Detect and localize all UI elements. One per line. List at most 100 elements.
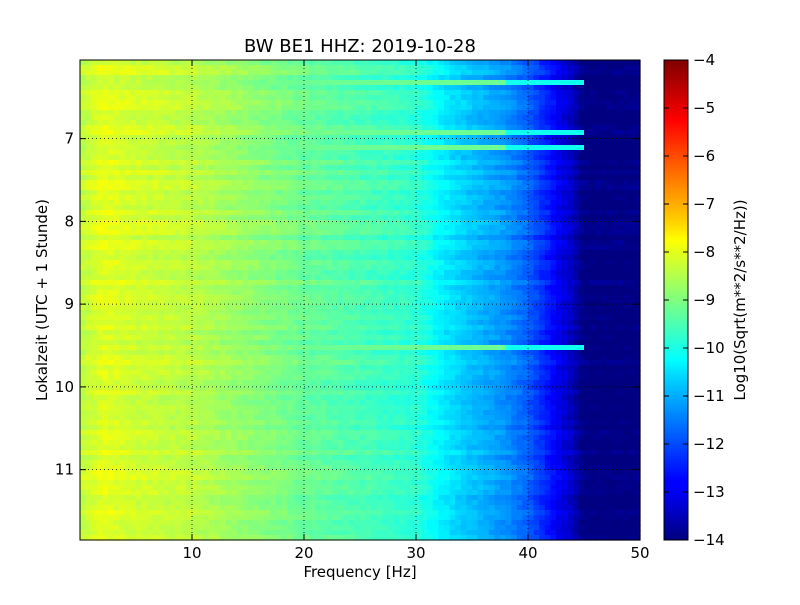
heatmap-cell [516,70,523,76]
heatmap-cell [113,60,120,66]
heatmap-cell [337,195,344,201]
heatmap-cell [343,125,350,131]
heatmap-cell [203,295,210,301]
heatmap-cell [292,70,299,76]
heatmap-cell [102,210,109,216]
heatmap-cell [365,295,372,301]
heatmap-cell [572,255,579,261]
heatmap-cell [91,65,98,71]
heatmap-cell [483,295,490,301]
heatmap-cell [186,300,193,306]
heatmap-cell [85,80,92,86]
heatmap-cell [270,125,277,131]
heatmap-cell [270,170,277,176]
heatmap-cell [152,235,159,241]
heatmap-cell [253,305,260,311]
heatmap-cell [404,90,411,96]
heatmap-cell [231,165,238,171]
heatmap-cell [270,160,277,166]
heatmap-cell [248,280,255,286]
heatmap-cell [91,70,98,76]
heatmap-cell [528,280,535,286]
heatmap-cell [242,225,249,231]
heatmap-cell [595,215,602,221]
heatmap-cell [516,60,523,66]
heatmap-cell [231,265,238,271]
heatmap-cell [595,230,602,236]
heatmap-cell [236,170,243,176]
heatmap-cell [102,100,109,106]
heatmap-cell [623,280,630,286]
heatmap-cell [220,205,227,211]
heatmap-cell [382,130,389,136]
heatmap-cell [634,165,641,171]
heatmap-cell [264,270,271,276]
heatmap-cell [214,85,221,91]
heatmap-cell [483,130,490,136]
heatmap-cell [113,230,120,236]
heatmap-cell [488,175,495,181]
heatmap-cell [449,175,456,181]
heatmap-cell [208,160,215,166]
heatmap-cell [550,85,557,91]
heatmap-cell [477,70,484,76]
heatmap-cell [248,265,255,271]
heatmap-cell [85,95,92,101]
heatmap-cell [158,135,165,141]
heatmap-cell [427,280,434,286]
heatmap-cell [242,215,249,221]
heatmap-cell [477,130,484,136]
heatmap-cell [634,300,641,306]
heatmap-cell [449,250,456,256]
heatmap-cell [326,145,333,151]
heatmap-cell [242,255,249,261]
heatmap-cell [466,70,473,76]
heatmap-cell [539,260,546,266]
heatmap-cell [466,145,473,151]
heatmap-cell [315,140,322,146]
heatmap-cell [208,115,215,121]
heatmap-cell [416,115,423,121]
heatmap-cell [539,265,546,271]
heatmap-cell [528,65,535,71]
heatmap-cell [539,140,546,146]
heatmap-cell [130,210,137,216]
heatmap-cell [376,120,383,126]
heatmap-cell [242,165,249,171]
heatmap-cell [360,255,367,261]
heatmap-cell [365,155,372,161]
heatmap-cell [96,305,103,311]
heatmap-cell [388,90,395,96]
heatmap-cell [270,175,277,181]
heatmap-cell [320,240,327,246]
heatmap-cell [404,230,411,236]
heatmap-cell [505,135,512,141]
heatmap-cell [539,195,546,201]
heatmap-cell [472,225,479,231]
heatmap-cell [304,300,311,306]
heatmap-cell [287,245,294,251]
heatmap-cell [382,90,389,96]
heatmap-cell [561,200,568,206]
heatmap-cell [236,275,243,281]
heatmap-cell [197,70,204,76]
heatmap-cell [477,125,484,131]
heatmap-cell [494,270,501,276]
heatmap-cell [606,155,613,161]
heatmap-cell [516,180,523,186]
heatmap-cell [500,265,507,271]
heatmap-cell [376,130,383,136]
heatmap-cell [600,90,607,96]
heatmap-cell [561,60,568,66]
heatmap-cell [136,145,143,151]
heatmap-cell [169,95,176,101]
heatmap-cell [567,200,574,206]
heatmap-cell [460,140,467,146]
heatmap-cell [175,105,182,111]
heatmap-cell [304,280,311,286]
heatmap-cell [438,105,445,111]
heatmap-cell [152,125,159,131]
heatmap-cell [236,270,243,276]
heatmap-cell [466,170,473,176]
